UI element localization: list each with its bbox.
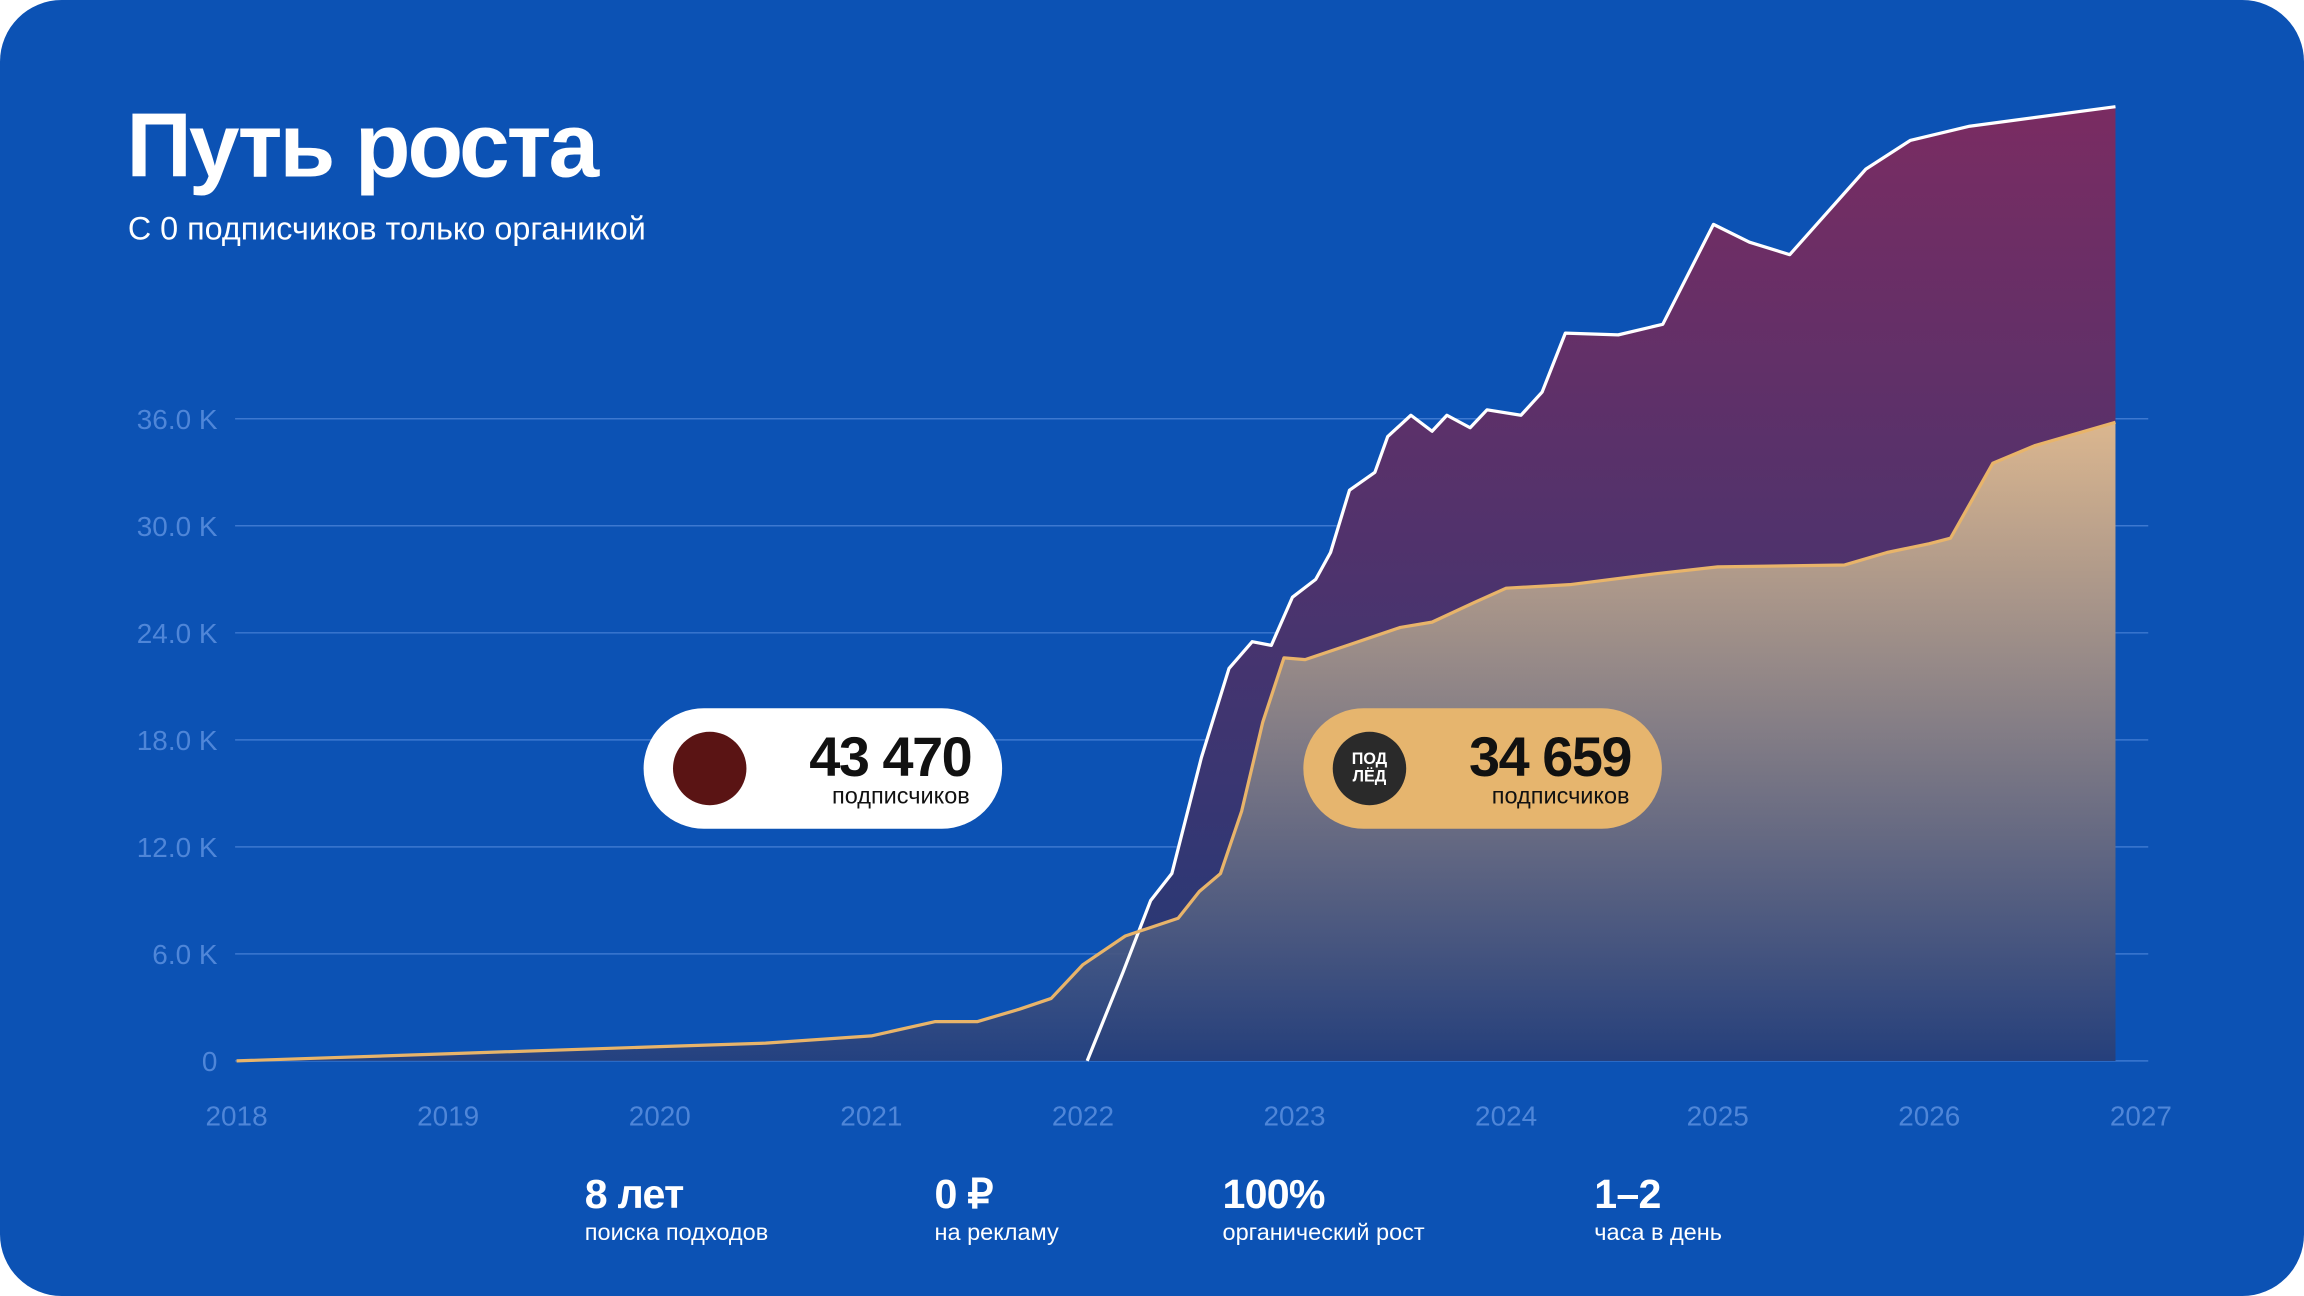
y-tick-label: 0 [202, 1046, 218, 1077]
stat-value: 8 лет [585, 1171, 684, 1217]
icon-text: ЛЁД [1353, 768, 1387, 786]
x-tick-label: 2019 [417, 1101, 479, 1132]
line [236, 420, 2116, 1063]
stat-label: на рекламу [935, 1219, 1059, 1245]
stat-value: 1–2 [1594, 1171, 1660, 1217]
y-tick-label: 18.0 K [137, 725, 218, 756]
badge [1303, 708, 1662, 829]
x-tick-label: 2025 [1687, 1101, 1749, 1132]
x-tick-label: 2027 [2110, 1101, 2172, 1132]
badge-caption: подписчиков [832, 783, 970, 809]
badge-icon [672, 731, 747, 806]
badge-value: 43 470 [809, 725, 971, 788]
x-tick-label: 2021 [840, 1101, 902, 1132]
stat-value: 100% [1223, 1171, 1325, 1217]
x-tick-label: 2026 [1898, 1101, 1960, 1132]
y-tick-label: 24.0 K [137, 618, 218, 649]
y-tick-label: 30.0 K [137, 511, 218, 542]
icon-text: ПОД [1352, 750, 1388, 768]
x-tick-label: 2018 [206, 1101, 268, 1132]
stat-label: часа в день [1594, 1219, 1722, 1245]
y-tick-label: 36.0 K [137, 404, 218, 435]
badge-caption: подписчиков [1492, 783, 1630, 809]
x-tick-label: 2024 [1475, 1101, 1537, 1132]
chart-title: Путь роста [126, 95, 600, 196]
area [236, 422, 2116, 1061]
stat-value: 0 ₽ [935, 1171, 994, 1217]
stat-label: поиска подходов [585, 1219, 768, 1245]
badge-icon [1332, 731, 1407, 806]
y-tick-label: 6.0 K [152, 939, 218, 970]
line [1085, 105, 2116, 1062]
stat-label: органический рост [1223, 1219, 1425, 1245]
x-tick-label: 2020 [629, 1101, 691, 1132]
chart-subtitle: С 0 подписчиков только органикой [128, 211, 646, 247]
x-tick-label: 2023 [1263, 1101, 1325, 1132]
badge-value: 34 659 [1469, 725, 1631, 788]
y-tick-label: 12.0 K [137, 832, 218, 863]
badge [643, 708, 1003, 829]
x-tick-label: 2022 [1052, 1101, 1114, 1132]
